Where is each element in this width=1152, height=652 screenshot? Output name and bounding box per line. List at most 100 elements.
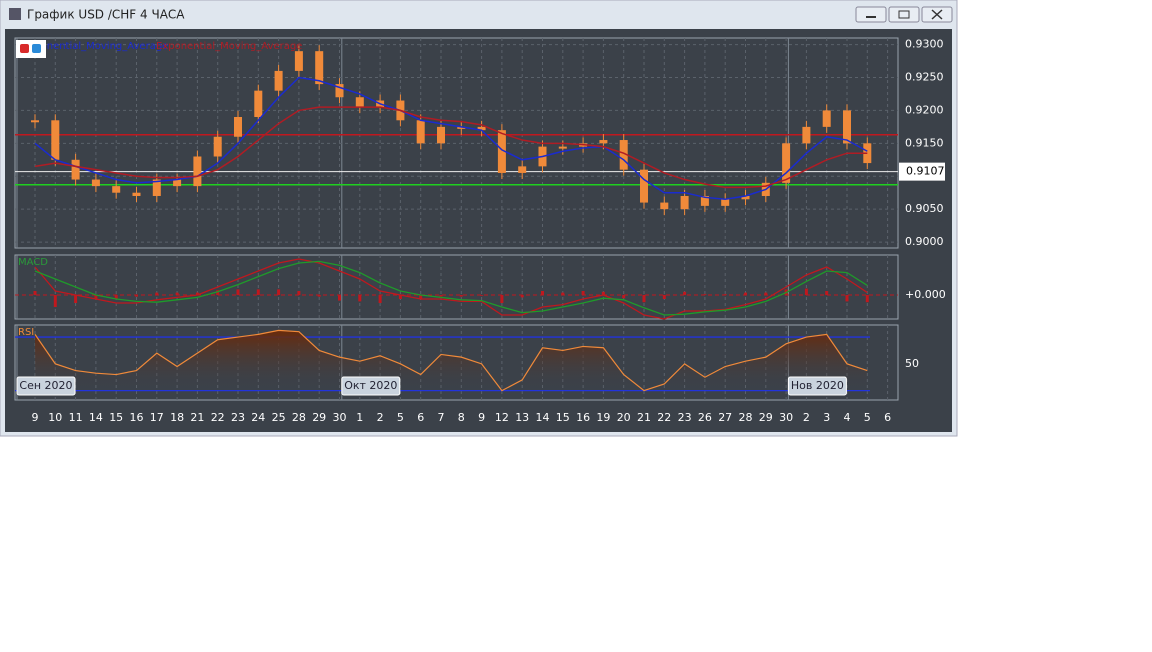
x-tick-label: 22 — [211, 411, 225, 424]
x-tick-label: 28 — [292, 411, 306, 424]
x-tick-label: 7 — [438, 411, 445, 424]
x-tick-label: 5 — [397, 411, 404, 424]
macd-line — [34, 258, 868, 320]
candle — [700, 195, 709, 206]
candle — [294, 51, 303, 71]
candle — [315, 51, 324, 85]
candle — [31, 120, 39, 123]
panel — [14, 324, 899, 401]
candle — [173, 179, 182, 187]
x-tick-label: 20 — [617, 411, 631, 424]
y-tick-label: 0.9000 — [905, 235, 944, 248]
x-tick-label: 23 — [678, 411, 692, 424]
window-title: График USD /CHF 4 ЧАСА — [27, 8, 185, 22]
candle — [254, 90, 263, 117]
y-tick-label: 0.9300 — [905, 38, 944, 51]
month-label: Сен 2020 — [19, 379, 72, 392]
panel-label: MACD — [18, 257, 48, 268]
x-tick-label: 5 — [864, 411, 871, 424]
x-tick-label: 1 — [356, 411, 363, 424]
x-tick-label: 21 — [190, 411, 204, 424]
candle — [558, 146, 567, 149]
x-tick-label: 11 — [69, 411, 83, 424]
candle — [721, 199, 730, 206]
month-label: Окт 2020 — [344, 379, 397, 392]
x-tick-label: 4 — [844, 411, 851, 424]
candle — [91, 179, 100, 187]
x-tick-label: 9 — [32, 411, 39, 424]
candle — [497, 130, 506, 173]
x-tick-label: 29 — [759, 411, 773, 424]
current-price-label: 0.9107 — [906, 165, 945, 178]
close-button[interactable] — [921, 6, 953, 23]
app-icon — [9, 8, 21, 20]
legend-label: Exponential_Moving_Average — [156, 41, 302, 52]
candle — [416, 120, 425, 144]
legend-icon — [32, 44, 41, 53]
y-tick-label: +0.000 — [905, 288, 946, 301]
candle — [640, 169, 648, 203]
x-tick-label: 10 — [48, 411, 62, 424]
candle — [518, 166, 527, 173]
minimize-button[interactable] — [855, 6, 887, 23]
maximize-button[interactable] — [888, 6, 920, 23]
x-tick-label: 26 — [698, 411, 712, 424]
candle — [112, 186, 121, 193]
x-tick-label: 6 — [884, 411, 891, 424]
panel-label: RSI — [18, 327, 34, 338]
candle — [802, 126, 811, 144]
candle — [680, 195, 689, 210]
x-tick-label: 23 — [231, 411, 245, 424]
ema-line — [34, 106, 868, 189]
x-tick-label: 27 — [718, 411, 732, 424]
x-tick-label: 25 — [272, 411, 286, 424]
candle — [234, 116, 242, 137]
y-tick-label: 0.9200 — [905, 103, 944, 116]
y-tick-label: 0.9050 — [905, 202, 944, 215]
x-tick-label: 14 — [89, 411, 103, 424]
rsi-area — [35, 330, 868, 391]
x-tick-label: 30 — [333, 411, 347, 424]
month-box — [16, 376, 76, 396]
panel — [14, 254, 899, 320]
candle — [619, 140, 628, 170]
x-tick-label: 2 — [803, 411, 810, 424]
candle — [741, 195, 750, 200]
x-tick-label: 19 — [596, 411, 610, 424]
candle — [193, 156, 202, 187]
candle — [335, 84, 344, 98]
candle — [274, 70, 283, 91]
x-tick-label: 13 — [515, 411, 529, 424]
x-tick-label: 16 — [130, 411, 144, 424]
legend-icon — [20, 44, 29, 53]
y-tick-label: 0.9150 — [905, 136, 944, 149]
candle — [477, 126, 486, 131]
x-tick-label: 17 — [150, 411, 164, 424]
x-tick-label: 16 — [576, 411, 590, 424]
candle — [152, 179, 161, 196]
x-tick-label: 22 — [657, 411, 671, 424]
signal-line — [34, 260, 868, 316]
x-tick-label: 15 — [556, 411, 570, 424]
candle — [457, 126, 466, 129]
candle — [437, 126, 445, 144]
x-tick-label: 29 — [312, 411, 326, 424]
legend-label: Exponential_Moving_Average — [22, 41, 168, 52]
x-tick-label: 15 — [109, 411, 123, 424]
month-box — [787, 376, 847, 396]
candle — [71, 159, 80, 180]
rsi-line — [34, 329, 868, 392]
x-tick-label: 2 — [377, 411, 384, 424]
y-tick-label: 50 — [905, 357, 919, 370]
x-tick-label: 14 — [536, 411, 550, 424]
x-tick-label: 21 — [637, 411, 651, 424]
y-tick-label: 0.9250 — [905, 70, 944, 83]
candle — [599, 140, 608, 144]
x-tick-label: 9 — [478, 411, 485, 424]
x-tick-label: 24 — [251, 411, 265, 424]
candle — [213, 136, 222, 157]
ema-line — [34, 76, 868, 201]
candle — [660, 202, 669, 210]
x-tick-label: 12 — [495, 411, 509, 424]
